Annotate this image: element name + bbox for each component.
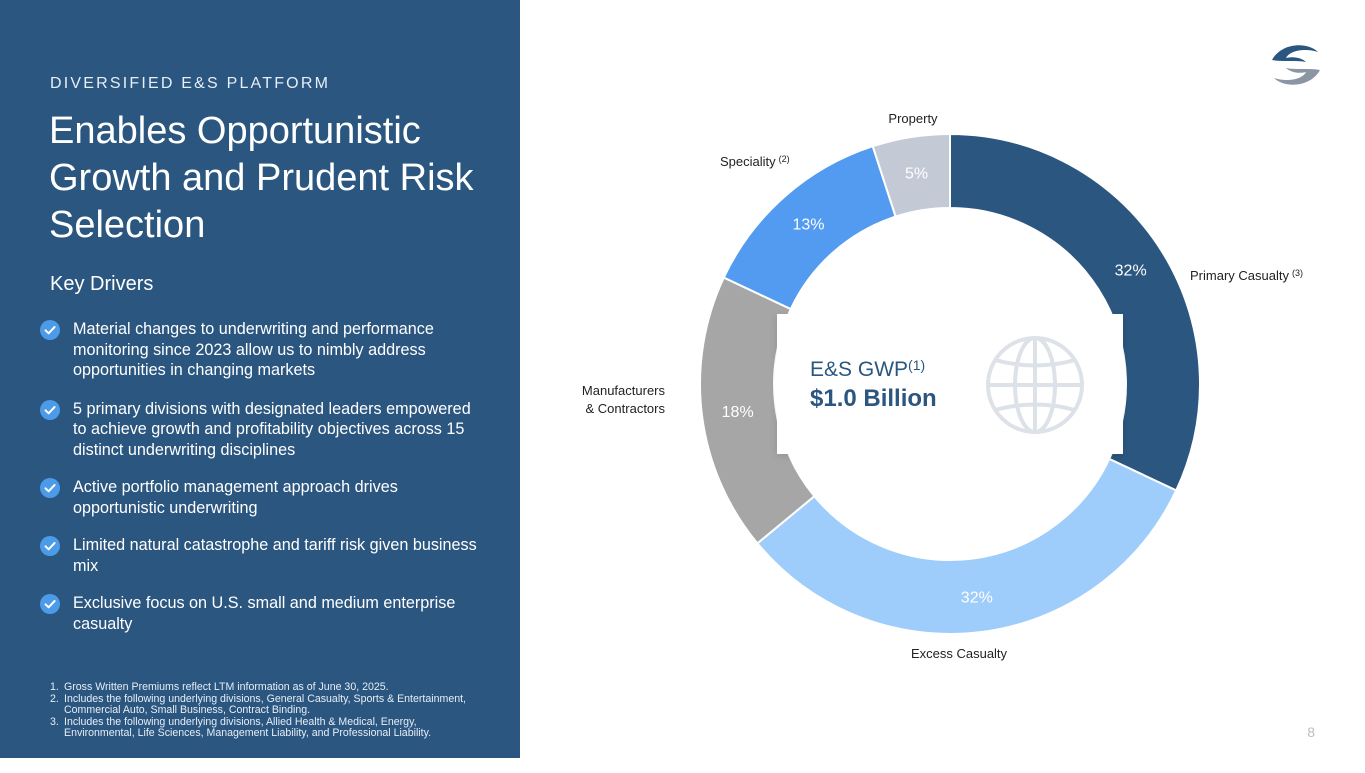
category-label-excess-casualty: Excess Casualty (911, 646, 1008, 661)
donut-chart-svg: 32% 32% 18% 13% 5% E&S GWP(1) $1.0 Billion P… (582, 111, 1303, 661)
slices-layer: 32% 32% 18% 13% 5% (699, 132, 1201, 635)
category-label-speciality: Speciality (2) (720, 154, 790, 169)
key-drivers-list: Material changes to underwriting and per… (40, 319, 480, 634)
footnote-text: Gross Written Premiums reflect LTM infor… (64, 681, 389, 693)
slice-value-label-4: 5% (905, 166, 928, 183)
globe-icon (986, 336, 1084, 434)
footnote-number: 2. (50, 692, 59, 705)
driver-text: Active portfolio management approach dri… (73, 478, 398, 517)
slice-value-label-1: 32% (961, 589, 993, 606)
company-logo (1272, 45, 1320, 85)
footnote: 3. Includes the following underlying divi… (50, 715, 490, 740)
footnote: 1. Gross Written Premiums reflect LTM inf… (50, 681, 490, 694)
page-number: 8 (1307, 724, 1315, 740)
center-value: $1.0 Billion (810, 385, 937, 412)
donut-chart: 32% 32% 18% 13% 5% E&S GWP(1) $1.0 Billion P… (520, 0, 1365, 768)
driver-item: Exclusive focus on U.S. small and medium… (40, 593, 480, 634)
driver-text: 5 primary divisions with designated lead… (73, 399, 471, 459)
footnote: 2. Includes the following underlying divi… (50, 692, 490, 717)
slice-value-label-0: 32% (1115, 262, 1147, 279)
check-circle-icon (40, 399, 60, 420)
category-label-primary-casualty: Primary Casualty (3) (1190, 268, 1303, 283)
slice-value-label-3: 13% (792, 216, 824, 233)
center-hole (774, 208, 1126, 560)
driver-item: Material changes to underwriting and per… (40, 319, 480, 381)
slice-value-label-2: 18% (722, 404, 754, 421)
donut-slice-0 (949, 132, 1201, 492)
key-drivers-heading: Key Drivers (50, 273, 154, 295)
footnote-number: 1. (50, 681, 59, 693)
driver-item: 5 primary divisions with designated lead… (40, 399, 480, 461)
check-circle-icon (40, 478, 60, 498)
category-label-manufacturers: Manufacturers & Contractors (582, 383, 666, 416)
section-eyebrow: DIVERSIFIED E&S PLATFORM (50, 75, 331, 92)
check-circle-icon (40, 320, 60, 340)
check-circle-icon (40, 594, 60, 614)
driver-item: Active portfolio management approach dri… (40, 477, 480, 518)
driver-text: Limited natural catastrophe and tariff r… (73, 536, 477, 575)
page-title: Enables Opportunistic Growth and Prudent… (49, 110, 474, 246)
check-circle-icon (40, 536, 60, 556)
donut-slice-1 (755, 457, 1178, 635)
center-label: E&S GWP(1) (810, 357, 925, 381)
category-label-property: Property (888, 111, 938, 126)
driver-item: Limited natural catastrophe and tariff r… (40, 535, 480, 576)
footnote-text: Includes the following underlying divisi… (64, 692, 466, 717)
footnote-number: 3. (50, 715, 59, 728)
labels-layer: Primary Casualty (3) Excess Casualty Manu… (582, 111, 1303, 661)
driver-text: Material changes to underwriting and per… (73, 320, 434, 379)
footnotes: 1. Gross Written Premiums reflect LTM inf… (50, 681, 490, 740)
left-panel: DIVERSIFIED E&S PLATFORM Enables Opportu… (0, 0, 520, 758)
driver-text: Exclusive focus on U.S. small and medium… (73, 594, 456, 633)
footnote-text: Includes the following underlying divisi… (64, 715, 432, 740)
